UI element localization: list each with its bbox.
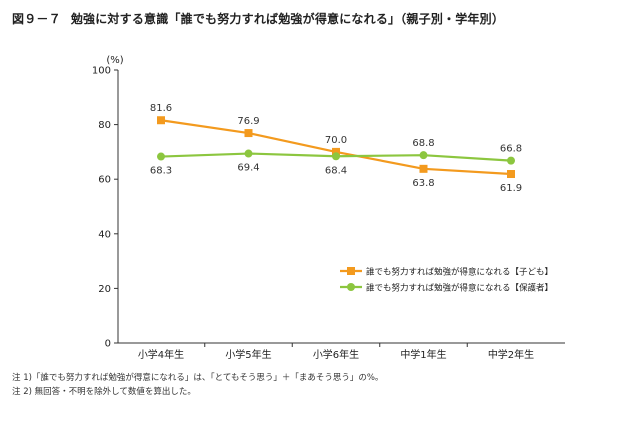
data-label: 66.8	[500, 144, 522, 155]
y-axis-unit: (%)	[106, 55, 123, 66]
data-label: 76.9	[237, 116, 259, 127]
x-tick-label: 中学2年生	[488, 348, 534, 361]
data-label: 63.8	[412, 178, 434, 189]
data-point	[507, 156, 515, 165]
figure-title-text: 勉強に対する意識「誰でも努力すれば勉強が得意になれる」（親子別・学年別）	[70, 12, 505, 26]
y-tick-label: 80	[98, 120, 111, 131]
data-point	[332, 152, 340, 161]
data-point	[157, 116, 165, 125]
x-tick-label: 小学6年生	[313, 348, 359, 361]
data-point	[244, 129, 253, 138]
legend-marker	[347, 283, 355, 291]
data-label: 68.4	[325, 165, 347, 176]
y-tick-label: 100	[92, 66, 111, 77]
note-1: 注 1)「誰でも努力すれば勉強が得意になれる」は、「とてもそう思う」＋「まあそう…	[12, 373, 384, 383]
line-chart: (%) 0 20 40 60 80 100 小学4年生 小学5年生 小学6年生 中学1年生 中学2年生…	[92, 55, 565, 361]
legend-marker	[347, 267, 355, 275]
x-tick-label: 中学1年生	[400, 348, 446, 361]
data-point	[157, 152, 165, 161]
y-tick-label: 40	[98, 229, 111, 240]
chart-lines	[157, 116, 515, 179]
data-label: 68.3	[150, 166, 172, 177]
data-point	[332, 147, 340, 156]
y-tick-label: 0	[105, 339, 111, 350]
data-label: 69.4	[237, 163, 259, 174]
data-label: 70.0	[325, 135, 347, 146]
legend-label: 誰でも努力すれば勉強が得意になれる【保護者】	[366, 283, 553, 294]
chart-data-labels: 81.6 76.9 70.0 63.8 61.9 68.3 69.4 68.4 68.8 66.8	[150, 103, 522, 194]
figure-number: 図９－７	[12, 12, 61, 26]
y-tick-label: 20	[98, 284, 111, 295]
x-tick-label: 小学4年生	[138, 348, 184, 361]
legend-label: 誰でも努力すれば勉強が得意になれる【子ども】	[366, 267, 553, 278]
x-tick-label: 小学5年生	[225, 348, 271, 361]
data-point	[507, 170, 515, 179]
y-tick-label: 60	[98, 175, 111, 186]
data-point	[419, 164, 428, 173]
data-label: 68.8	[412, 138, 434, 149]
data-point	[244, 149, 253, 158]
data-label: 81.6	[150, 103, 172, 114]
data-label: 61.9	[500, 183, 522, 194]
chart-legend: 誰でも努力すれば勉強が得意になれる【子ども】誰でも努力すれば勉強が得意になれる【…	[340, 267, 553, 294]
note-2: 注 2) 無回答・不明を除外して数値を算出した。	[12, 387, 196, 397]
chart-notes: 注 1)「誰でも努力すれば勉強が得意になれる」は、「とてもそう思う」＋「まあそう…	[12, 371, 383, 399]
data-point	[419, 151, 428, 160]
figure-title: 図９－７ 勉強に対する意識「誰でも努力すれば勉強が得意になれる」（親子別・学年別）	[12, 10, 504, 27]
chart-axes: (%) 0 20 40 60 80 100 小学4年生 小学5年生 小学6年生 中学1年生 中学2年生	[92, 55, 565, 361]
